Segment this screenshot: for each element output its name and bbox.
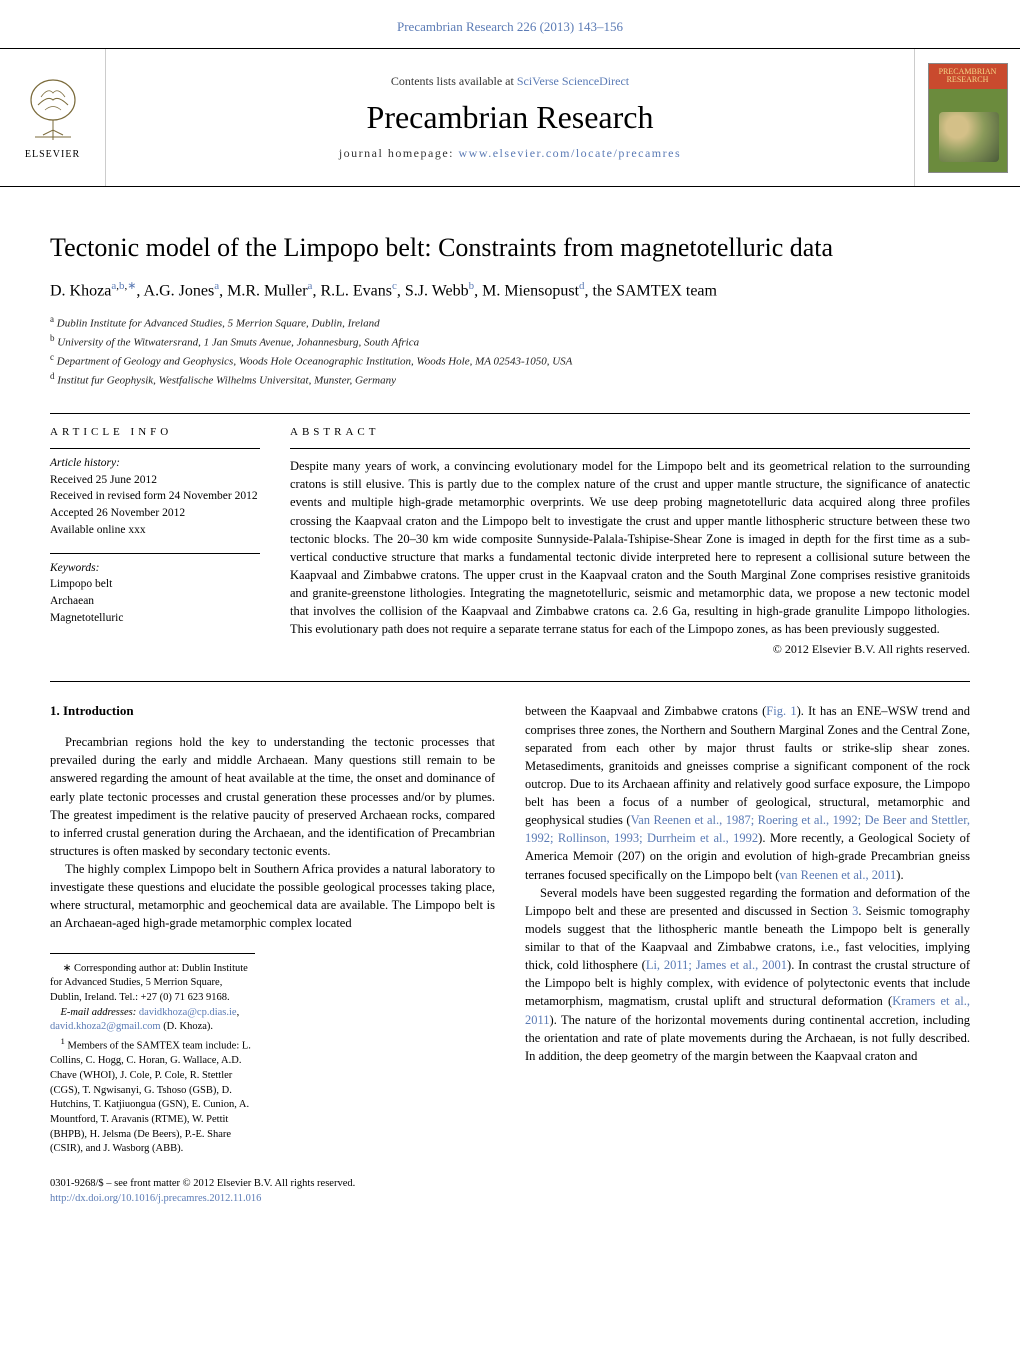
cover-art-icon — [939, 112, 999, 162]
info-heading: article info — [50, 426, 260, 438]
body-paragraph: between the Kaapvaal and Zimbabwe craton… — [525, 702, 970, 883]
body-paragraph: Several models have been suggested regar… — [525, 884, 970, 1065]
sciencedirect-link[interactable]: SciVerse ScienceDirect — [517, 74, 629, 88]
aff-c-text: Department of Geology and Geophysics, Wo… — [57, 355, 573, 367]
elsevier-tree-icon — [23, 75, 83, 145]
author-samtex: , the SAMTEX team — [585, 282, 717, 299]
email-tail: (D. Khoza). — [161, 1021, 213, 1032]
aff-b-link[interactable]: b — [119, 280, 125, 292]
abstract-column: abstract Despite many years of work, a c… — [290, 426, 970, 657]
author-evans: , R.L. Evans — [312, 282, 392, 299]
affiliation-c: c Department of Geology and Geophysics, … — [50, 351, 970, 370]
corresponding-author: ∗ Corresponding author at: Dublin Instit… — [50, 962, 255, 1006]
journal-name: Precambrian Research — [106, 99, 914, 136]
affiliation-a: a Dublin Institute for Advanced Studies,… — [50, 313, 970, 332]
team-text: Members of the SAMTEX team include: L. C… — [50, 1041, 251, 1155]
cover-thumbnail: PRECAMBRIAN RESEARCH — [914, 49, 1020, 186]
right-column: between the Kaapvaal and Zimbabwe craton… — [525, 702, 970, 1157]
doi-link[interactable]: http://dx.doi.org/10.1016/j.precamres.20… — [50, 1193, 261, 1204]
affiliations: a Dublin Institute for Advanced Studies,… — [50, 313, 970, 390]
elsevier-logo: ELSEVIER — [0, 49, 106, 186]
keywords-label: Keywords: — [50, 560, 260, 577]
left-column: 1. Introduction Precambrian regions hold… — [50, 702, 495, 1157]
reference-link[interactable]: van Reenen et al., 2011 — [779, 868, 896, 882]
title-section: Tectonic model of the Limpopo belt: Cons… — [0, 187, 1020, 397]
aff-a-link[interactable]: a — [111, 280, 116, 292]
author-khoza: D. Khoza — [50, 282, 111, 299]
p4d: ). The nature of the horizontal movement… — [525, 1013, 970, 1063]
received-date: Received 25 June 2012 — [50, 472, 260, 489]
intro-heading: 1. Introduction — [50, 702, 495, 721]
p3d: ). — [896, 868, 903, 882]
cover-title: PRECAMBRIAN RESEARCH — [929, 64, 1007, 90]
history-block: Article history: Received 25 June 2012 R… — [50, 448, 260, 538]
elsevier-text: ELSEVIER — [25, 149, 80, 160]
abstract-heading: abstract — [290, 426, 970, 438]
email-link[interactable]: davidkhoza@cp.dias.ie — [139, 1007, 237, 1018]
author-webb: , S.J. Webb — [397, 282, 469, 299]
accepted-date: Accepted 26 November 2012 — [50, 505, 260, 522]
authors-line: D. Khozaa,b,∗, A.G. Jonesa, M.R. Mullera… — [50, 279, 970, 303]
footnotes: ∗ Corresponding author at: Dublin Instit… — [50, 953, 255, 1157]
contents-prefix: Contents lists available at — [391, 74, 517, 88]
journal-center: Contents lists available at SciVerse Sci… — [106, 49, 914, 186]
reference-link[interactable]: Li, 2011; James et al., 2001 — [646, 958, 787, 972]
revised-date: Received in revised form 24 November 201… — [50, 488, 260, 505]
email-label: E-mail addresses: — [61, 1007, 139, 1018]
author-miensopust: , M. Miensopust — [474, 282, 579, 299]
cover-image: PRECAMBRIAN RESEARCH — [928, 63, 1008, 173]
email-line: E-mail addresses: davidkhoza@cp.dias.ie,… — [50, 1006, 255, 1035]
author-muller: , M.R. Muller — [219, 282, 307, 299]
figure-link[interactable]: Fig. 1 — [766, 704, 796, 718]
team-footnote: 1 Members of the SAMTEX team include: L.… — [50, 1035, 255, 1157]
body-paragraph: Precambrian regions hold the key to unde… — [50, 733, 495, 860]
article-title: Tectonic model of the Limpopo belt: Cons… — [50, 231, 970, 265]
citation-header: Precambrian Research 226 (2013) 143–156 — [0, 0, 1020, 49]
copyright: © 2012 Elsevier B.V. All rights reserved… — [290, 642, 970, 657]
aff-d-text: Institut fur Geophysik, Westfalische Wil… — [57, 375, 396, 387]
keyword: Limpopo belt — [50, 576, 260, 593]
p3b: ). It has an ENE–WSW trend and comprises… — [525, 704, 970, 827]
contents-line: Contents lists available at SciVerse Sci… — [106, 74, 914, 89]
team-sup: 1 — [61, 1036, 65, 1046]
p3a: between the Kaapvaal and Zimbabwe craton… — [525, 704, 766, 718]
homepage-prefix: journal homepage: — [339, 146, 459, 160]
citation-link[interactable]: Precambrian Research 226 (2013) 143–156 — [397, 19, 623, 34]
homepage-line: journal homepage: www.elsevier.com/locat… — [106, 146, 914, 161]
affiliation-b: b University of the Witwatersrand, 1 Jan… — [50, 332, 970, 351]
author-jones: , A.G. Jones — [136, 282, 214, 299]
affiliation-d: d Institut fur Geophysik, Westfalische W… — [50, 370, 970, 389]
keywords-block: Keywords: Limpopo belt Archaean Magnetot… — [50, 553, 260, 627]
body-columns: 1. Introduction Precambrian regions hold… — [0, 682, 1020, 1167]
email-sep: , — [237, 1007, 240, 1018]
journal-header: ELSEVIER Contents lists available at Sci… — [0, 49, 1020, 187]
keyword: Magnetotelluric — [50, 610, 260, 627]
issn-line: 0301-9268/$ – see front matter © 2012 El… — [50, 1177, 970, 1192]
homepage-link[interactable]: www.elsevier.com/locate/precamres — [458, 146, 681, 160]
email-link[interactable]: david.khoza2@gmail.com — [50, 1021, 161, 1032]
abstract-text: Despite many years of work, a convincing… — [290, 448, 970, 638]
aff-a-text: Dublin Institute for Advanced Studies, 5… — [57, 317, 380, 329]
body-paragraph: The highly complex Limpopo belt in South… — [50, 860, 495, 933]
bottom-bar: 0301-9268/$ – see front matter © 2012 El… — [0, 1167, 1020, 1226]
history-label: Article history: — [50, 455, 260, 472]
info-abstract-row: article info Article history: Received 2… — [0, 414, 1020, 665]
article-info: article info Article history: Received 2… — [50, 426, 260, 657]
available-date: Available online xxx — [50, 522, 260, 539]
keyword: Archaean — [50, 593, 260, 610]
aff-b-text: University of the Witwatersrand, 1 Jan S… — [57, 336, 419, 348]
